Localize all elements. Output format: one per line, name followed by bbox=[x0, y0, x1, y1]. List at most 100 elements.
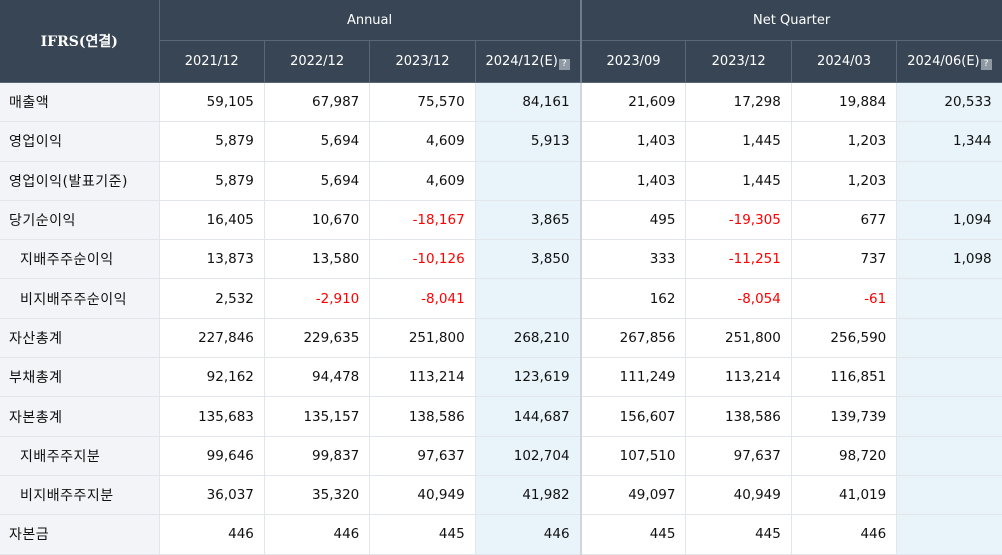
value-cell: -8,054 bbox=[685, 278, 792, 319]
value-cell: 111,249 bbox=[580, 357, 687, 398]
value-cell: 102,704 bbox=[475, 436, 582, 476]
row-label: 당기순이익 bbox=[0, 200, 160, 241]
annual-group-header: Annual bbox=[159, 0, 582, 41]
value-cell: 144,687 bbox=[475, 396, 582, 437]
period-label: 2023/12 bbox=[711, 54, 766, 69]
value-cell: 162 bbox=[580, 278, 687, 319]
value-cell: 116,851 bbox=[791, 357, 898, 398]
value-cell: 267,856 bbox=[580, 318, 687, 359]
table-body: 매출액 59,105 67,987 75,570 84,161 21,609 17,298 1… bbox=[0, 82, 1002, 555]
value-cell: 135,157 bbox=[264, 396, 371, 437]
value-cell: 5,879 bbox=[159, 161, 265, 201]
table-row: 자본총계 135,683 135,157 138,586 144,687 156,607 1… bbox=[0, 396, 1002, 437]
value-cell: 20,533 bbox=[896, 82, 1002, 123]
value-cell: 40,949 bbox=[685, 475, 792, 516]
accounting-standard-label: IFRS(연결) bbox=[0, 0, 160, 83]
value-cell: 445 bbox=[369, 514, 476, 555]
row-label: 영업이익 bbox=[0, 121, 160, 162]
value-cell: 1,445 bbox=[685, 121, 792, 162]
value-cell bbox=[896, 161, 1002, 201]
table-row: 부채총계 92,162 94,478 113,214 123,619 111,249 113… bbox=[0, 357, 1002, 398]
table-header: IFRS(연결) Annual Net Quarter 2021/12 2022/… bbox=[0, 0, 1002, 83]
value-cell: 59,105 bbox=[159, 82, 265, 123]
value-cell: 123,619 bbox=[475, 357, 582, 398]
question-mark-icon[interactable]: ? bbox=[980, 58, 992, 70]
net-quarter-group-header: Net Quarter bbox=[580, 0, 1002, 41]
value-cell bbox=[896, 318, 1002, 359]
value-cell: 99,837 bbox=[264, 436, 371, 476]
value-cell: 13,873 bbox=[159, 239, 265, 280]
value-cell: 13,580 bbox=[264, 239, 371, 280]
value-cell: 229,635 bbox=[264, 318, 371, 359]
value-cell: 1,203 bbox=[791, 161, 898, 201]
value-cell: 36,037 bbox=[159, 475, 265, 516]
period-label: 2024/03 bbox=[817, 54, 872, 69]
value-cell: 5,694 bbox=[264, 121, 371, 162]
value-cell bbox=[896, 436, 1002, 476]
value-cell: 2,532 bbox=[159, 278, 265, 319]
value-cell: 1,203 bbox=[791, 121, 898, 162]
value-cell: 40,949 bbox=[369, 475, 476, 516]
value-cell bbox=[896, 475, 1002, 516]
table-row: 지배주주지분 99,646 99,837 97,637 102,704 107,510 97… bbox=[0, 436, 1002, 476]
value-cell: 445 bbox=[580, 514, 687, 555]
value-cell: 98,720 bbox=[791, 436, 898, 476]
value-cell: 19,884 bbox=[791, 82, 898, 123]
value-cell: 156,607 bbox=[580, 396, 687, 437]
value-cell: 3,850 bbox=[475, 239, 582, 280]
value-cell: 10,670 bbox=[264, 200, 371, 241]
table-row: 지배주주순이익 13,873 13,580 -10,126 3,850 333 -11,25… bbox=[0, 239, 1002, 280]
value-cell: 446 bbox=[264, 514, 371, 555]
row-label: 자본금 bbox=[0, 514, 160, 555]
value-cell: 1,098 bbox=[896, 239, 1002, 280]
value-cell: 251,800 bbox=[685, 318, 792, 359]
period-header: 2023/12 bbox=[369, 40, 476, 83]
value-cell: -11,251 bbox=[685, 239, 792, 280]
value-cell: 97,637 bbox=[369, 436, 476, 476]
value-cell: 1,344 bbox=[896, 121, 1002, 162]
table-row: 자본금 446 446 445 446 445 445 446 bbox=[0, 514, 1002, 555]
value-cell: 35,320 bbox=[264, 475, 371, 516]
value-cell: 256,590 bbox=[791, 318, 898, 359]
question-mark-icon[interactable]: ? bbox=[558, 58, 570, 70]
value-cell: 5,913 bbox=[475, 121, 582, 162]
value-cell: -2,910 bbox=[264, 278, 371, 319]
table-row: 영업이익 5,879 5,694 4,609 5,913 1,403 1,445 1,203 1… bbox=[0, 121, 1002, 162]
table-row: 매출액 59,105 67,987 75,570 84,161 21,609 17,298 1… bbox=[0, 82, 1002, 123]
value-cell: 3,865 bbox=[475, 200, 582, 241]
value-cell bbox=[896, 514, 1002, 555]
value-cell: 99,646 bbox=[159, 436, 265, 476]
row-label: 부채총계 bbox=[0, 357, 160, 398]
value-cell: 84,161 bbox=[475, 82, 582, 123]
value-cell bbox=[896, 396, 1002, 437]
row-label: 지배주주지분 bbox=[0, 436, 160, 476]
value-cell: 49,097 bbox=[580, 475, 687, 516]
value-cell: 21,609 bbox=[580, 82, 687, 123]
value-cell: 1,094 bbox=[896, 200, 1002, 241]
period-header: 2024/03 bbox=[791, 40, 898, 83]
value-cell: 67,987 bbox=[264, 82, 371, 123]
value-cell: -61 bbox=[791, 278, 898, 319]
value-cell: 94,478 bbox=[264, 357, 371, 398]
table-row: 영업이익(발표기준) 5,879 5,694 4,609 1,403 1,445 1,203 bbox=[0, 161, 1002, 201]
value-cell: 17,298 bbox=[685, 82, 792, 123]
period-label: 2023/09 bbox=[606, 54, 661, 69]
period-header: 2024/12(E)? bbox=[475, 40, 582, 83]
period-header: 2021/12 bbox=[159, 40, 265, 83]
value-cell: 446 bbox=[475, 514, 582, 555]
value-cell: -18,167 bbox=[369, 200, 476, 241]
value-cell: 333 bbox=[580, 239, 687, 280]
value-cell: 41,019 bbox=[791, 475, 898, 516]
value-cell bbox=[896, 357, 1002, 398]
table-row: 당기순이익 16,405 10,670 -18,167 3,865 495 -19,305 6… bbox=[0, 200, 1002, 241]
table-row: 비지배주주순이익 2,532 -2,910 -8,041 162 -8,054 -61 bbox=[0, 278, 1002, 319]
row-label: 자산총계 bbox=[0, 318, 160, 359]
value-cell bbox=[475, 161, 582, 201]
value-cell: 4,609 bbox=[369, 121, 476, 162]
value-cell: -19,305 bbox=[685, 200, 792, 241]
value-cell: 227,846 bbox=[159, 318, 265, 359]
value-cell: 113,214 bbox=[685, 357, 792, 398]
table-row: 자산총계 227,846 229,635 251,800 268,210 267,856 2… bbox=[0, 318, 1002, 359]
value-cell: 107,510 bbox=[580, 436, 687, 476]
value-cell: -10,126 bbox=[369, 239, 476, 280]
